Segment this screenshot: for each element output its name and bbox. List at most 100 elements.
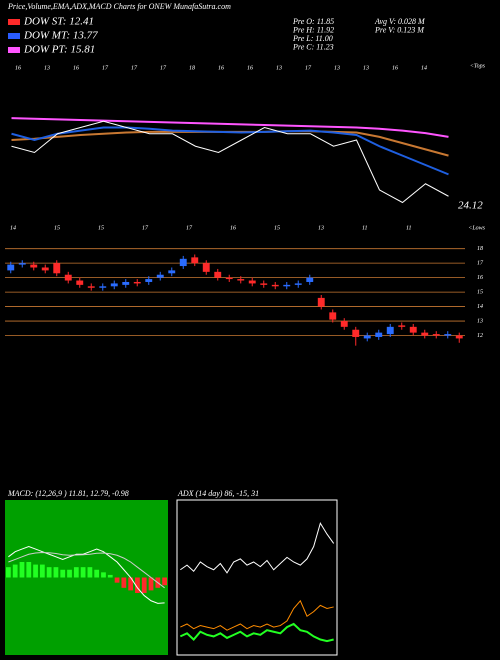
macd-bar [19,562,25,578]
candle-body [317,297,325,307]
bottom-label: 15 [54,225,60,231]
y-tick-label: 12 [477,333,483,339]
macd-bar [80,567,86,578]
candle-body [444,334,452,336]
stat: Pre V: 0.123 M [374,25,425,34]
macd-bar [46,567,52,578]
line-series [11,117,449,138]
candle-body [398,325,406,327]
adx-line [179,622,334,643]
candle-body [41,267,49,271]
y-tick-label: 13 [477,318,483,324]
bottom-label: 11 [406,225,412,231]
y-tick-label: 15 [477,289,483,295]
bottom-label: 14 [10,224,16,231]
top-label: 17 [131,65,138,71]
candle-body [76,280,84,285]
macd-bar [53,567,59,578]
macd-line [8,545,165,604]
top-label: 18 [189,65,195,71]
adx-title: ADX (14 day) 86, -15, 31 [177,489,259,498]
candle-body [191,257,199,264]
adx-line [180,599,334,631]
top-label: 17 [305,65,312,71]
candle-body [7,264,15,271]
macd-bar [162,577,167,586]
bottom-label: 15 [98,225,104,231]
candle-body [375,332,383,337]
y-tick-label: 16 [477,275,483,281]
macd-bar [67,569,72,578]
candle-body [340,321,348,327]
candle-body [329,312,337,320]
macd-bar [6,567,11,578]
last-value: 24.12 [458,200,483,212]
top-label: 13 [44,65,50,71]
macd-bar [114,577,120,583]
candle-body [133,281,141,284]
macd-bar [33,564,38,578]
macd-bar [101,572,106,578]
candle-body [306,277,314,282]
macd-bar [135,577,140,593]
macd-title: MACD: (12,26,9 ) 11.81, 12.79, -0.98 [7,489,129,498]
candle-body [352,329,360,337]
macd-bar [60,569,66,578]
top-label: 16 [218,65,224,71]
lows-label: <Lows [468,225,485,231]
candle-body [156,274,164,278]
page-title: Price,Volume,EMA,ADX,MACD Charts for ONE… [7,2,231,11]
macd-line [8,551,165,589]
macd-bar [107,574,113,578]
bottom-label: 17 [142,225,149,231]
top-label: 17 [102,65,109,71]
candle-body [248,280,256,284]
top-label: 13 [276,65,282,71]
candle-body [30,264,38,268]
candle-body [237,279,245,281]
macd-background [5,500,168,655]
macd-bar [12,564,18,578]
candle-body [214,271,222,278]
stat: Pre L: 11.00 [292,34,333,43]
legend-label: DOW MT: 13.77 [23,30,98,42]
tops-label: <Tops [470,63,486,69]
top-label: 14 [421,64,427,71]
candle-body [386,326,394,335]
legend-label: DOW ST: 12.41 [23,16,94,28]
stat: Pre H: 11.92 [292,25,334,34]
candle-body [421,332,429,336]
candle-body [225,277,233,280]
candle-body [283,284,291,287]
y-tick-label: 18 [477,246,483,252]
bottom-label: 11 [362,225,368,231]
legend-swatch [8,33,20,39]
top-label: 13 [334,65,340,71]
macd-bar [128,577,134,591]
y-tick-label: 14 [477,303,483,310]
adx-frame [176,499,338,656]
line-series [11,126,449,176]
y-tick-label: 17 [477,261,484,267]
candle-body [179,258,187,267]
macd-bar [141,577,147,593]
top-label: 16 [392,65,398,71]
stat: Pre C: 11.23 [292,42,334,51]
candle-body [271,284,279,287]
candle-body [53,263,61,274]
macd-bar [26,562,32,578]
macd-bar [39,564,45,578]
top-label: 13 [363,65,369,71]
top-label: 16 [15,65,21,71]
candle-body [122,281,130,285]
stat: Pre O: 11.85 [292,17,334,26]
top-label: 16 [73,65,79,71]
macd-bar [148,577,154,591]
legend-swatch [8,47,20,53]
candle-body [432,334,440,336]
candle-body [455,335,463,339]
top-label: 17 [160,65,167,71]
candle-body [18,263,26,265]
macd-bar [94,569,100,578]
